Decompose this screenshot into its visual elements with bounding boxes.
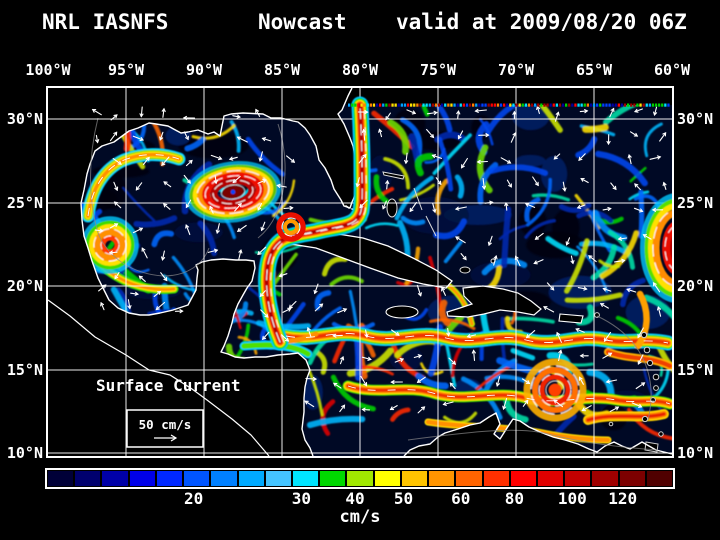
- colorbar-tick-100: 100: [557, 489, 587, 508]
- lat-label-30N: 30°N: [677, 110, 714, 128]
- lon-label-90W: 90°W: [185, 61, 223, 79]
- colorbar-segment-8: [265, 471, 291, 486]
- colorbar-segment-13: [401, 471, 428, 486]
- lon-label-75W: 75°W: [419, 61, 457, 79]
- title-product: Nowcast: [258, 10, 347, 34]
- scale-legend-box: 50 cm/s: [126, 409, 204, 448]
- lat-label-25N: 25°N: [677, 194, 714, 212]
- colorbar-tick-30: 30: [291, 489, 312, 508]
- colorbar-tick-50: 50: [393, 489, 414, 508]
- pacific-coastline: [48, 299, 270, 456]
- colorbar-tick-60: 60: [451, 489, 471, 508]
- lon-label-85W: 85°W: [263, 61, 301, 79]
- lon-label-60W: 60°W: [653, 61, 691, 79]
- colorbar-segment-9: [292, 471, 319, 486]
- lat-label-20N: 20°N: [677, 277, 714, 295]
- colorbar-segment-22: [646, 471, 673, 486]
- field-label: Surface Current: [96, 376, 241, 395]
- colorbar-segment-17: [510, 471, 536, 486]
- colorbar-tick-120: 120: [608, 489, 638, 508]
- loop-current-system: [258, 96, 371, 351]
- lon-label-100W: 100°W: [25, 61, 71, 79]
- lat-label-30N: 30°N: [6, 110, 43, 128]
- lat-label-10N: 10°N: [677, 444, 714, 462]
- no-data-strip: [346, 88, 672, 105]
- colorbar-segment-20: [592, 471, 618, 486]
- colorbar-segment-10: [320, 471, 346, 486]
- colorbar-segment-18: [537, 471, 564, 486]
- current-direction-arrows: [91, 105, 667, 414]
- colorbar-segment-6: [211, 471, 237, 486]
- east-edge-eddy: [640, 193, 672, 303]
- jamaica-land: [385, 305, 419, 319]
- lat-label-25N: 25°N: [6, 194, 43, 212]
- bahamas-islands: [382, 171, 496, 274]
- coastlines: [48, 88, 672, 456]
- domain-edge-speckles: [348, 103, 670, 107]
- colorbar-tick-40: 40: [345, 489, 365, 508]
- colorbar-segment-0: [48, 471, 74, 486]
- lon-label-70W: 70°W: [497, 61, 535, 79]
- lat-label-15N: 15°N: [6, 361, 43, 379]
- colorbar-segment-16: [483, 471, 509, 486]
- colorbar-segment-2: [102, 471, 128, 486]
- colorbar-tick-20: 20: [184, 489, 204, 508]
- map-area: Surface Current 50 cm/s: [46, 86, 674, 458]
- scale-arrow-icon: [154, 434, 178, 442]
- hispaniola-land: [446, 285, 542, 318]
- title-valid-time: valid at 2009/08/20 06Z: [396, 10, 687, 34]
- colorbar-segment-21: [619, 471, 645, 486]
- colorbar-segment-12: [374, 471, 400, 486]
- cuba-land: [281, 231, 453, 289]
- lon-label-80W: 80°W: [341, 61, 379, 79]
- colorbar-segment-1: [75, 471, 101, 486]
- puerto-rico-land: [558, 313, 584, 324]
- colorbar-segment-19: [565, 471, 591, 486]
- colorbar: [45, 468, 675, 489]
- title-model: NRL IASNFS: [42, 10, 169, 34]
- lat-label-20N: 20°N: [6, 277, 43, 295]
- scale-label: 50 cm/s: [139, 417, 192, 432]
- lon-label-65W: 65°W: [575, 61, 613, 79]
- lat-label-10N: 10°N: [6, 444, 43, 462]
- colorbar-unit-label: cm/s: [339, 507, 381, 527]
- caribbean-eddy: [523, 358, 587, 422]
- colorbar-segment-7: [238, 471, 264, 486]
- lon-label-95W: 95°W: [107, 61, 145, 79]
- colorbar-segment-3: [129, 471, 155, 486]
- lat-label-15N: 15°N: [677, 361, 714, 379]
- colorbar-tick-80: 80: [504, 489, 524, 508]
- current-map-canvas: Surface Current 50 cm/s: [48, 88, 672, 456]
- colorbar-segment-14: [429, 471, 455, 486]
- colorbar-segment-4: [156, 471, 183, 486]
- colorbar-segment-5: [184, 471, 210, 486]
- colorbar-segment-11: [347, 471, 373, 486]
- colorbar-segment-15: [456, 471, 482, 486]
- small-cuba-eddy: [276, 212, 306, 242]
